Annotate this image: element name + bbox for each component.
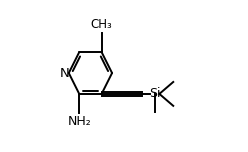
Text: N: N — [60, 67, 70, 79]
Text: NH₂: NH₂ — [67, 115, 91, 128]
Text: CH₃: CH₃ — [91, 18, 113, 31]
Text: Si: Si — [149, 87, 160, 100]
